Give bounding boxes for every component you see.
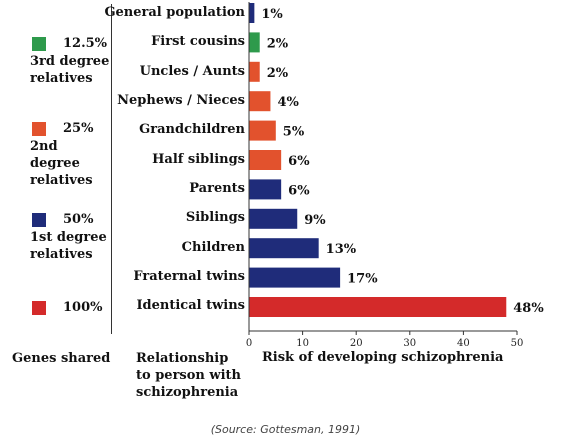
value-label: 2% bbox=[267, 36, 289, 51]
legend-swatch-red bbox=[32, 301, 46, 315]
category-label: First cousins bbox=[151, 34, 245, 49]
value-label: 5% bbox=[283, 125, 305, 140]
legend-pct: 100% bbox=[63, 300, 103, 315]
legend-degree: 1st degree relatives bbox=[30, 230, 107, 262]
legend-pct: 25% bbox=[63, 121, 94, 136]
bar bbox=[249, 150, 282, 170]
legend-swatch-orange bbox=[32, 122, 46, 136]
x-axis-title: Risk of developing schizophrenia bbox=[262, 350, 504, 365]
bar bbox=[249, 61, 260, 82]
category-label: Nephews / Nieces bbox=[117, 93, 245, 108]
category-label: Uncles / Aunts bbox=[139, 64, 245, 79]
bar bbox=[249, 3, 255, 23]
category-label: Siblings bbox=[185, 210, 245, 225]
bar bbox=[249, 297, 507, 317]
genes-shared-label: Genes shared bbox=[12, 351, 111, 366]
x-tick-label: 50 bbox=[511, 338, 524, 349]
legend-swatch-green bbox=[32, 37, 46, 51]
bar bbox=[249, 267, 341, 288]
bar bbox=[249, 179, 282, 200]
x-tick-label: 40 bbox=[457, 338, 470, 349]
x-tick-label: 20 bbox=[350, 338, 363, 349]
value-label: 13% bbox=[326, 242, 357, 257]
x-tick-label: 10 bbox=[296, 338, 309, 349]
relationship-label: Relationship to person with schizophreni… bbox=[136, 351, 241, 400]
category-label: Identical twins bbox=[136, 298, 245, 313]
bar bbox=[249, 238, 319, 259]
value-label: 9% bbox=[304, 213, 326, 228]
bar bbox=[249, 120, 276, 141]
value-label: 6% bbox=[288, 154, 310, 169]
legend-pct: 50% bbox=[63, 212, 94, 227]
category-label: Grandchildren bbox=[139, 122, 245, 137]
x-axis: 0 10 20 30 40 50 bbox=[246, 2, 524, 349]
value-label: 1% bbox=[261, 7, 283, 22]
legend-divider bbox=[111, 4, 112, 334]
bar bbox=[249, 32, 260, 53]
bar bbox=[249, 208, 298, 229]
bar bbox=[249, 91, 271, 112]
legend-degree: 3rd degree relatives bbox=[30, 54, 110, 86]
category-label: Parents bbox=[189, 181, 245, 196]
bars: 1% 2% 2% 4% 5% 6% 6% 9%13% 17% 48% bbox=[249, 3, 544, 317]
value-label: 2% bbox=[267, 66, 289, 81]
legend-pct: 12.5% bbox=[63, 36, 108, 51]
category-label: General population bbox=[104, 5, 245, 20]
x-tick-label: 0 bbox=[246, 338, 252, 349]
value-label: 17% bbox=[347, 272, 378, 287]
value-label: 48% bbox=[513, 301, 544, 316]
value-label: 4% bbox=[277, 95, 299, 110]
category-label: Fraternal twins bbox=[133, 269, 245, 284]
value-label: 6% bbox=[288, 183, 310, 198]
source-note: (Source: Gottesman, 1991) bbox=[210, 423, 361, 436]
legend-swatch-navy bbox=[32, 213, 46, 227]
legend-degree: 2nd degree relatives bbox=[30, 139, 93, 188]
category-label: Half siblings bbox=[152, 152, 245, 167]
x-tick-label: 30 bbox=[403, 338, 416, 349]
category-label: Children bbox=[181, 240, 245, 255]
